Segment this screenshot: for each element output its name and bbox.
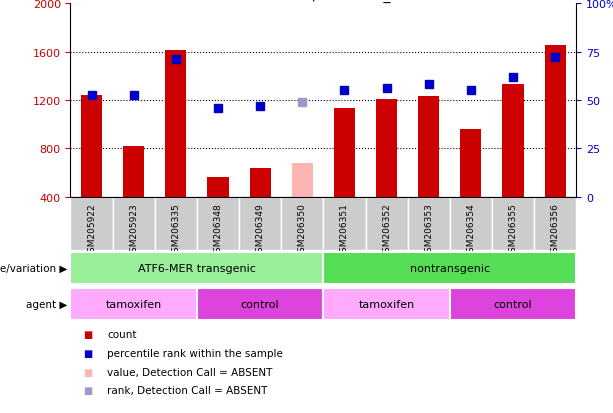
Bar	[239, 197, 281, 251]
Bar	[503, 85, 524, 197]
Text: nontransgenic: nontransgenic	[409, 263, 490, 273]
Text: GSM205923: GSM205923	[129, 203, 138, 257]
Text: GSM206354: GSM206354	[466, 203, 475, 257]
Text: control: control	[493, 299, 532, 309]
Bar	[334, 109, 355, 197]
Bar	[460, 130, 481, 197]
Text: GSM206353: GSM206353	[424, 203, 433, 257]
Bar	[324, 197, 365, 251]
Bar	[324, 288, 450, 320]
Text: ■: ■	[83, 348, 92, 358]
Bar	[365, 197, 408, 251]
Bar	[70, 253, 324, 285]
Bar	[197, 197, 239, 251]
Bar	[324, 253, 576, 285]
Bar	[376, 100, 397, 197]
Text: ATF6-MER transgenic: ATF6-MER transgenic	[138, 263, 256, 273]
Text: tamoxifen: tamoxifen	[105, 299, 162, 309]
Text: ■: ■	[83, 367, 92, 377]
Bar	[81, 96, 102, 197]
Text: rank, Detection Call = ABSENT: rank, Detection Call = ABSENT	[107, 385, 268, 395]
Title: GDS3667 / 1438214_at: GDS3667 / 1438214_at	[243, 0, 404, 3]
Text: count: count	[107, 330, 137, 339]
Bar	[281, 197, 324, 251]
Bar	[197, 288, 324, 320]
Text: tamoxifen: tamoxifen	[359, 299, 415, 309]
Text: GSM206350: GSM206350	[298, 203, 306, 257]
Text: GSM206335: GSM206335	[172, 203, 180, 257]
Text: GSM206355: GSM206355	[509, 203, 517, 257]
Bar	[534, 197, 576, 251]
Text: GSM206352: GSM206352	[382, 203, 391, 257]
Bar	[450, 288, 576, 320]
Bar	[249, 168, 271, 197]
Bar	[70, 288, 197, 320]
Text: GSM206356: GSM206356	[550, 203, 560, 257]
Text: genotype/variation ▶: genotype/variation ▶	[0, 263, 67, 273]
Bar	[207, 178, 229, 197]
Text: value, Detection Call = ABSENT: value, Detection Call = ABSENT	[107, 367, 273, 377]
Bar	[113, 197, 154, 251]
Bar	[450, 197, 492, 251]
Text: ■: ■	[83, 330, 92, 339]
Bar	[123, 147, 144, 197]
Text: percentile rank within the sample: percentile rank within the sample	[107, 348, 283, 358]
Bar	[70, 197, 113, 251]
Text: agent ▶: agent ▶	[26, 299, 67, 309]
Text: GSM206349: GSM206349	[256, 203, 265, 257]
Bar	[154, 197, 197, 251]
Text: control: control	[241, 299, 280, 309]
Bar	[408, 197, 450, 251]
Text: GSM206351: GSM206351	[340, 203, 349, 257]
Bar	[166, 51, 186, 197]
Bar	[292, 164, 313, 197]
Bar	[418, 97, 440, 197]
Bar	[544, 46, 566, 197]
Text: ■: ■	[83, 385, 92, 395]
Text: GSM206348: GSM206348	[213, 203, 223, 257]
Bar	[492, 197, 534, 251]
Text: GSM205922: GSM205922	[87, 203, 96, 257]
